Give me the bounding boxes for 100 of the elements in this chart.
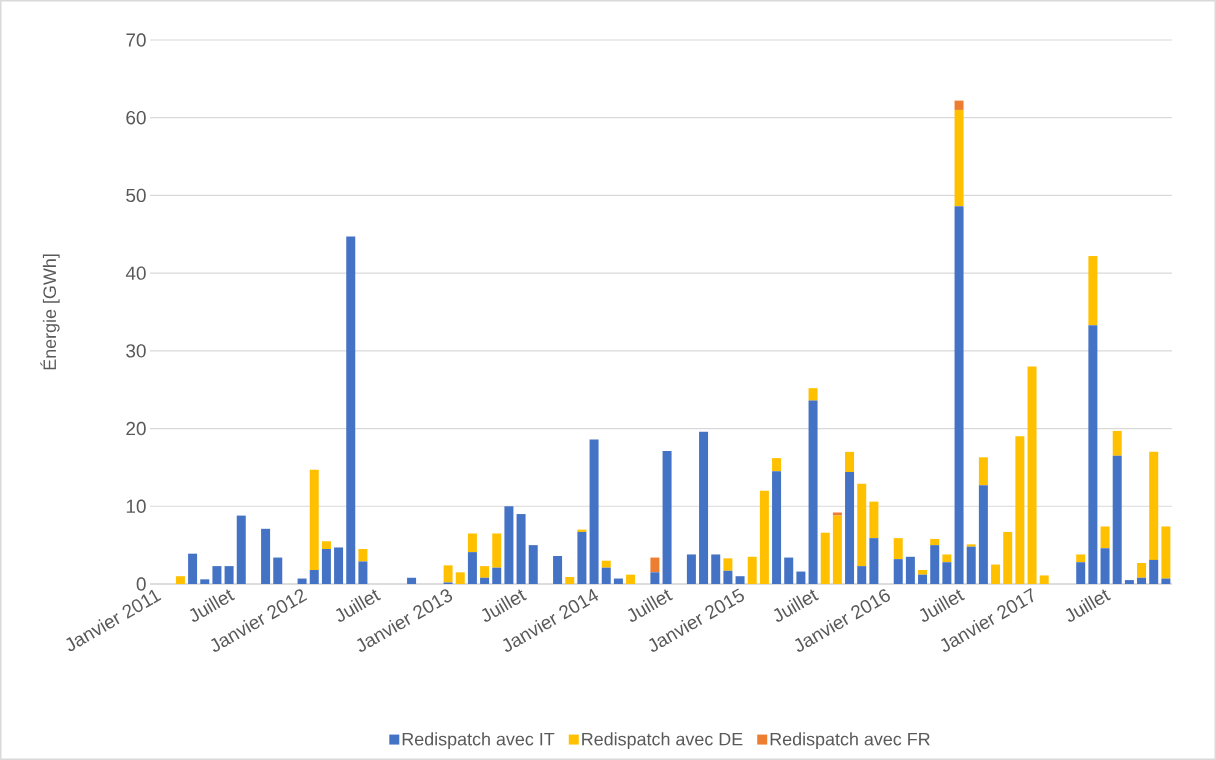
bar: [200, 579, 210, 584]
y-tick-label: 50: [126, 188, 146, 203]
bar: [346, 236, 356, 584]
y-tick-label: 30: [126, 344, 146, 358]
bar: [1112, 430, 1122, 456]
bar: [504, 506, 514, 584]
bar: [686, 554, 696, 584]
bar: [784, 557, 794, 584]
bar: [808, 400, 818, 584]
bar: [832, 515, 842, 584]
bar: [966, 544, 976, 547]
y-tick-label: 10: [126, 499, 146, 513]
bar: [1161, 526, 1171, 579]
bar: [747, 556, 757, 584]
bar: [309, 570, 319, 584]
bar: [1149, 559, 1159, 584]
bar: [845, 451, 855, 473]
bar: [1149, 451, 1159, 560]
bar: [893, 559, 903, 584]
bar: [467, 552, 477, 584]
legend-label: Redispatch avec IT: [402, 732, 555, 750]
bar: [589, 439, 599, 584]
bar: [772, 458, 782, 472]
bar: [212, 566, 222, 584]
bar: [893, 538, 903, 560]
bar: [175, 576, 185, 584]
bar: [407, 577, 417, 584]
bar: [1100, 548, 1110, 584]
bar: [820, 532, 830, 584]
bar: [528, 545, 538, 584]
legend-label: Redispatch avec FR: [770, 732, 930, 750]
bar: [954, 100, 964, 110]
bar: [577, 531, 587, 584]
bar: [273, 557, 283, 584]
bar: [516, 514, 526, 584]
bar: [978, 485, 988, 584]
bar: [723, 570, 733, 584]
legend-label: Redispatch avec DE: [582, 732, 743, 750]
bar: [869, 538, 879, 584]
bar: [492, 533, 502, 568]
bar: [954, 206, 964, 584]
bar: [845, 472, 855, 584]
bar: [1015, 436, 1025, 584]
bar: [930, 545, 940, 584]
bar: [565, 576, 575, 584]
bar: [626, 574, 636, 584]
bar: [358, 561, 368, 584]
bar: [309, 469, 319, 570]
bar: [1039, 575, 1049, 584]
y-axis-title: Énergie [GWh]: [40, 254, 60, 370]
bar: [261, 528, 271, 584]
bar: [297, 578, 307, 584]
bar: [650, 557, 660, 573]
bar: [443, 565, 453, 583]
bar: [467, 533, 477, 553]
bar: [918, 570, 928, 575]
bar: [942, 562, 952, 584]
y-tick-label: 40: [125, 266, 146, 280]
bar: [978, 457, 988, 486]
bar: [699, 431, 709, 584]
bar: [188, 553, 198, 584]
bar: [1161, 578, 1171, 584]
bar: [321, 541, 331, 550]
y-tick-label: 70: [126, 33, 146, 47]
bar: [772, 471, 782, 584]
bar: [321, 549, 331, 584]
bar: [492, 567, 502, 584]
bar: [759, 490, 769, 584]
bar: [1076, 562, 1086, 584]
bar: [662, 451, 672, 584]
bar: [480, 577, 490, 584]
bar: [480, 566, 490, 578]
bar: [918, 574, 928, 584]
y-tick-label: 60: [126, 111, 146, 125]
bar: [991, 564, 1001, 584]
y-tick-label: 20: [126, 421, 146, 436]
bar: [1137, 563, 1147, 578]
bar: [224, 566, 234, 584]
bar: [942, 554, 952, 563]
bar: [808, 388, 818, 401]
bar: [1124, 580, 1134, 584]
bar: [1112, 455, 1122, 584]
bar: [869, 501, 879, 539]
bar: [735, 576, 745, 584]
bar: [1076, 554, 1086, 563]
bar: [334, 547, 344, 584]
bar: [601, 560, 611, 568]
y-tick-label: 0: [136, 577, 146, 591]
bar: [1088, 325, 1098, 584]
bar: [358, 549, 368, 562]
bar: [1088, 256, 1098, 326]
bar: [832, 512, 842, 516]
bar: [930, 538, 940, 546]
bar: [613, 578, 623, 584]
bar: [796, 571, 806, 584]
bar: [954, 109, 964, 207]
bar: [1027, 366, 1037, 584]
bar: [650, 572, 660, 584]
bar: [966, 546, 976, 584]
bar: [1137, 577, 1147, 584]
